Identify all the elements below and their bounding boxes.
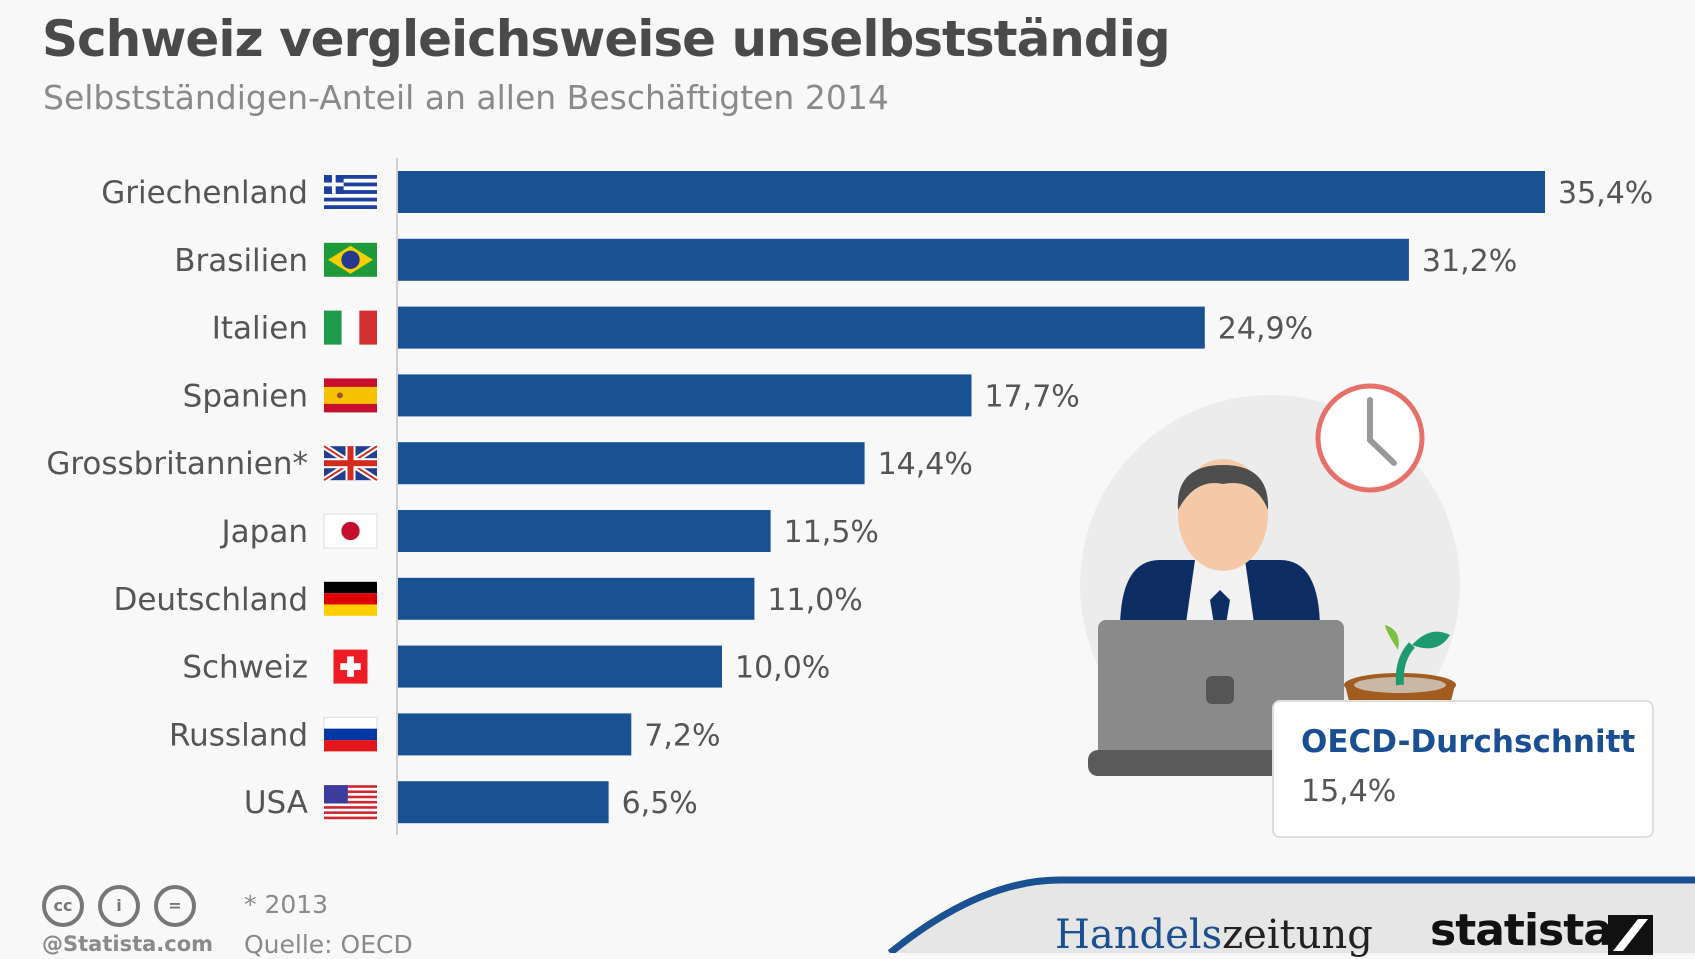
category-label: Brasilien [174,243,308,279]
flag-russia-icon [323,716,378,752]
flag-usa-icon [324,785,377,820]
callout-value: 15,4% [1301,774,1397,809]
bar-schweiz [398,645,723,688]
flag-switzerland-icon [333,649,368,684]
statista-wordmark: statista [1430,905,1613,956]
bar-spanien [398,374,972,417]
value-label: 11,5% [784,515,879,550]
oecd-average-callout: OECD-Durchschnitt 15,4% [1272,700,1654,838]
flag-japan-icon [323,513,378,549]
value-label: 17,7% [985,379,1080,414]
statista-mark-icon [1608,915,1653,955]
value-label: 35,4% [1558,176,1653,211]
flag-brazil-icon [324,242,377,277]
flag-greece-icon [324,175,377,209]
cc-icon: cc [42,885,84,927]
bar-brasilien [398,238,1409,281]
value-label: 6,5% [622,786,698,821]
brand-zeitung: zeitung [1222,912,1373,958]
value-label: 24,9% [1218,312,1313,347]
category-label: Japan [220,514,308,550]
category-label: Schweiz [182,650,308,686]
value-label: 31,2% [1422,244,1517,279]
category-label: Russland [169,717,308,753]
flag-italy-icon [324,310,377,345]
category-label: USA [244,785,308,821]
callout-title: OECD-Durchschnitt [1301,724,1636,760]
category-label: Italien [212,311,308,347]
brand-handels: Handels [1055,912,1223,958]
flag-uk-icon [322,443,379,483]
bar-deutschland [398,577,755,620]
nd-icon: = [154,885,196,927]
category-label: Griechenland [101,175,308,211]
chart-title: Schweiz vergleichsweise unselbstständig [42,10,1171,68]
value-label: 7,2% [644,718,720,753]
bar-griechenland [398,171,1545,213]
bar-usa [398,781,609,824]
source-label: Quelle: OECD [244,930,413,959]
flag-germany-icon [324,581,377,616]
category-label: Spanien [183,378,308,414]
category-label: Deutschland [113,582,308,618]
value-label: 14,4% [878,447,973,482]
category-label: Grossbritannien* [46,446,308,482]
handelszeitung-logo: Handelszeitung [1055,912,1373,958]
statista-credit: @Statista.com [42,932,214,956]
flag-spain-icon [324,378,377,413]
clock-icon [1315,383,1425,493]
chart-subtitle: Selbstständigen-Anteil an allen Beschäft… [43,78,889,117]
bar-grossbritannien [398,442,865,485]
statista-logo: statista [1430,905,1613,956]
bar-italien [398,306,1205,349]
footnote: * 2013 [244,890,329,919]
value-label: 11,0% [767,583,862,618]
bar-russland [398,713,632,756]
bar-japan [398,510,771,552]
by-icon: i [98,885,140,927]
value-label: 10,0% [735,651,830,686]
